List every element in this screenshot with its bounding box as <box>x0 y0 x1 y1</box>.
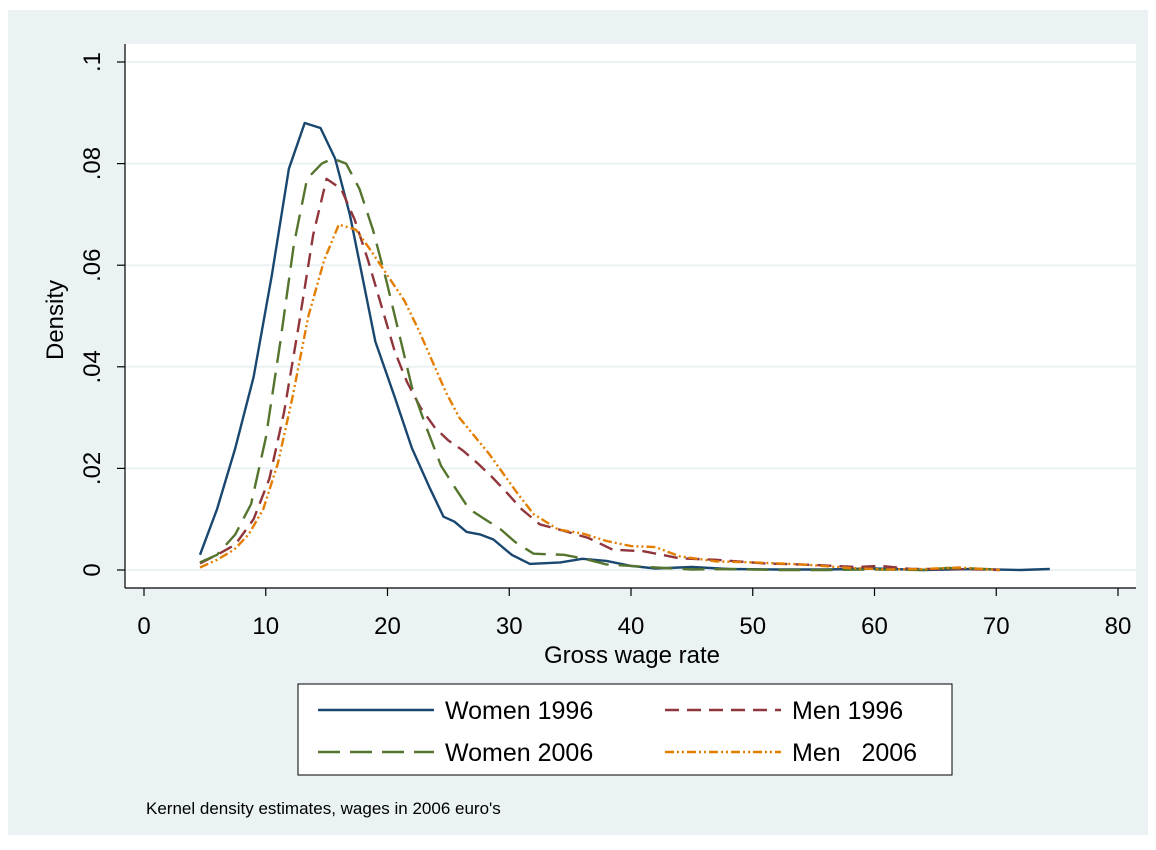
series-line-3 <box>199 157 997 572</box>
y-tick-label: .02 <box>79 452 106 485</box>
legend: Women 1996 Men 1996 Women 2006 Men 2006 <box>297 683 953 776</box>
chart-note: Kernel density estimates, wages in 2006 … <box>146 799 501 818</box>
x-tick-label: 60 <box>861 613 888 640</box>
legend-label-4: Men 2006 <box>792 739 917 767</box>
legend-label-3: Women 2006 <box>445 739 593 767</box>
x-tick-label: 20 <box>374 613 401 640</box>
legend-label-2: Men 1996 <box>792 697 903 725</box>
y-axis-title: Density <box>42 280 69 360</box>
series-layer <box>198 121 1050 572</box>
plot-area <box>125 44 1136 588</box>
y-tick-label: 0 <box>79 563 106 576</box>
legend-label-1: Women 1996 <box>445 697 593 725</box>
x-axis-title: Gross wage rate <box>544 642 720 669</box>
x-tick-label: 0 <box>137 613 150 640</box>
y-tick-label: .1 <box>79 52 106 72</box>
series-line-4 <box>199 223 1000 572</box>
y-ticks: 0 .02 .04 .06 .08 .1 <box>79 52 125 577</box>
x-tick-label: 50 <box>739 613 766 640</box>
y-tick-label: .06 <box>79 249 106 282</box>
x-tick-label: 10 <box>252 613 279 640</box>
x-tick-label: 40 <box>618 613 645 640</box>
x-tick-label: 80 <box>1105 613 1132 640</box>
legend-box <box>297 683 953 776</box>
x-ticks: 0 10 20 30 40 50 60 70 80 <box>137 588 1131 640</box>
x-tick-label: 30 <box>496 613 523 640</box>
x-tick-label: 70 <box>983 613 1010 640</box>
gridlines <box>125 61 1136 571</box>
y-tick-label: .08 <box>79 147 106 180</box>
y-tick-label: .04 <box>79 350 106 383</box>
